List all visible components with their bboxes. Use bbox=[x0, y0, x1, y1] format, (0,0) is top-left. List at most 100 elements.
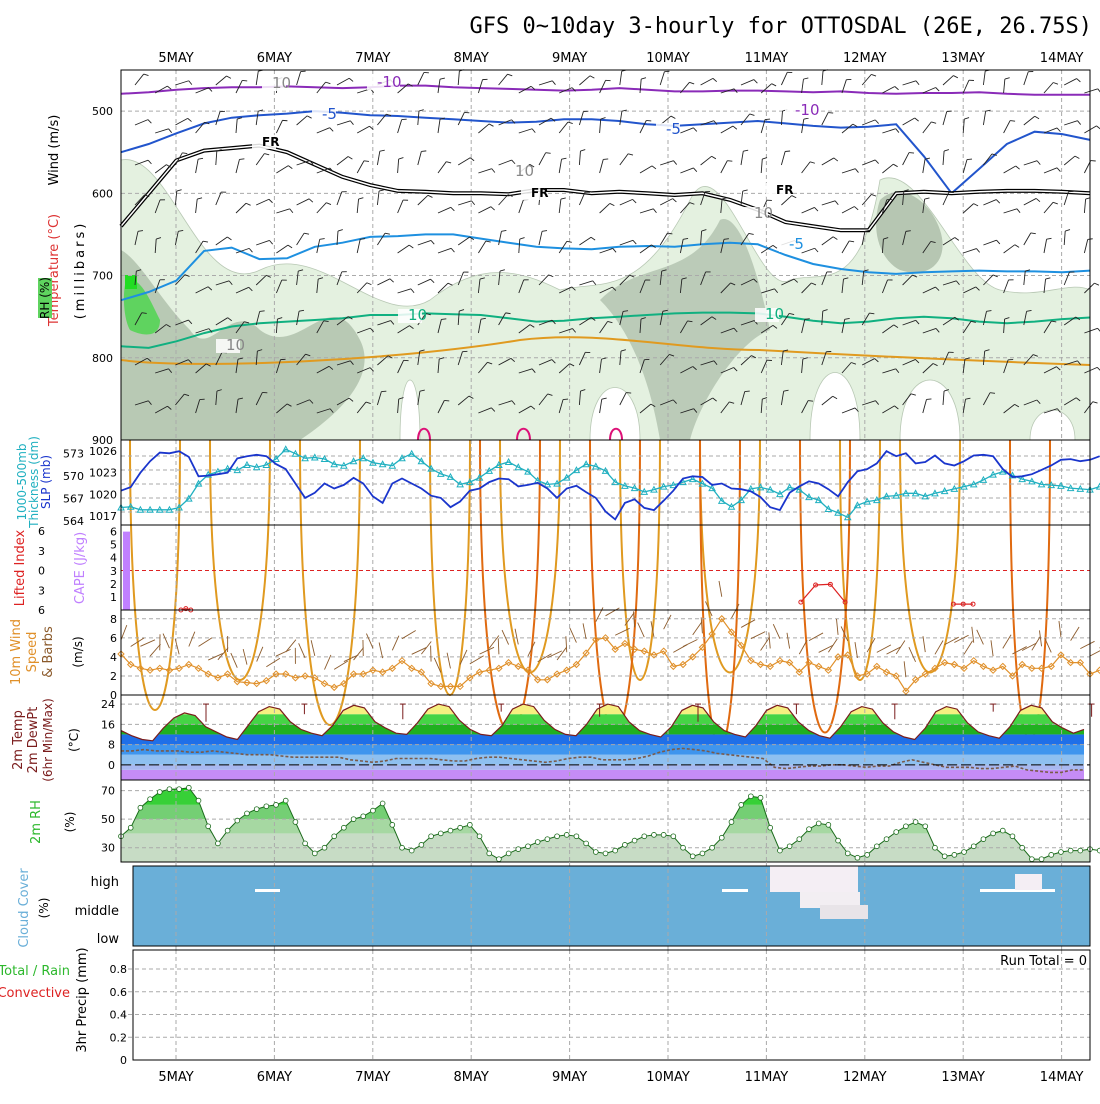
rh2m-marker bbox=[419, 842, 424, 847]
rh2m-marker bbox=[652, 832, 657, 837]
wind10m-tick: 4 bbox=[110, 651, 117, 664]
precip-ylabel: 3hr Precip (mm) bbox=[75, 947, 90, 1052]
thickness-tick: 564 bbox=[63, 515, 84, 528]
rh-band bbox=[121, 819, 1090, 833]
temp-band bbox=[121, 745, 1084, 755]
temp-band bbox=[121, 755, 1084, 765]
rh2m-marker bbox=[681, 845, 686, 850]
li-tick: 3 bbox=[38, 584, 45, 597]
slp-line bbox=[121, 451, 1100, 519]
rh2m-ylabel: 2m RH(%) bbox=[29, 800, 77, 844]
date-label-bottom: 12MAY bbox=[843, 1070, 887, 1085]
wind10m-barb bbox=[299, 643, 305, 658]
date-label-bottom: 10MAY bbox=[646, 1070, 690, 1085]
slp-tick: 1017 bbox=[89, 510, 117, 523]
cloud-block bbox=[1015, 874, 1042, 890]
rh2m-marker bbox=[1010, 834, 1015, 839]
wind10m-barb bbox=[583, 623, 586, 639]
wind-barb-flag bbox=[441, 319, 446, 320]
rh2m-marker bbox=[632, 838, 637, 843]
wind10m-barb bbox=[163, 634, 169, 649]
rh-label-group: RH (%) bbox=[38, 277, 52, 319]
ylabel-2m-temp: 2m Temp bbox=[11, 710, 26, 770]
contour-label: 10 bbox=[515, 162, 534, 180]
rh2m-marker bbox=[952, 852, 957, 857]
wind10m-barb bbox=[1003, 635, 1011, 649]
cape-bar bbox=[123, 532, 130, 610]
rh2m-marker bbox=[1078, 848, 1083, 853]
rh2m-marker bbox=[778, 848, 783, 853]
ylabel-3hr-precip: 3hr Precip (mm) bbox=[75, 947, 90, 1052]
rh2m-marker bbox=[729, 820, 734, 825]
li-line bbox=[801, 584, 845, 602]
cloud-level-tick: middle bbox=[75, 904, 119, 919]
wind10m-barb bbox=[334, 661, 348, 669]
rh2m-marker bbox=[303, 841, 308, 846]
wind10m-barb bbox=[286, 640, 296, 652]
temp2m-tick: 8 bbox=[108, 739, 115, 752]
rh2m-marker bbox=[341, 825, 346, 830]
rh2m-marker bbox=[1000, 828, 1005, 833]
date-label-bottom: 13MAY bbox=[941, 1070, 985, 1085]
rh2m-marker bbox=[380, 801, 385, 806]
ylabel-convective: Convective bbox=[0, 986, 70, 1001]
li-tick: 6 bbox=[38, 604, 45, 617]
temp-band bbox=[121, 714, 1084, 724]
wind10m-barb bbox=[566, 636, 567, 652]
wind-frame bbox=[121, 610, 1090, 695]
rh2m-marker bbox=[622, 842, 627, 847]
wind10m-barb bbox=[693, 622, 702, 635]
wind10m-barb bbox=[606, 608, 620, 616]
rh2m-marker bbox=[206, 824, 211, 829]
wind-barb-flag bbox=[1010, 121, 1015, 122]
rh2m-marker bbox=[942, 854, 947, 859]
wind10m-barb bbox=[276, 649, 291, 656]
rh2m-marker bbox=[758, 795, 763, 800]
wind10m-barb bbox=[379, 643, 383, 659]
rh2m-marker bbox=[555, 834, 560, 839]
rh2m-marker bbox=[458, 825, 463, 830]
wind10m-line bbox=[121, 619, 1100, 691]
rh2m-marker bbox=[807, 827, 812, 832]
wind10m-barb bbox=[991, 640, 993, 656]
rh2m-marker bbox=[865, 852, 870, 857]
li-tick: 6 bbox=[38, 525, 45, 538]
rh2m-marker bbox=[613, 848, 618, 853]
rh2m-marker bbox=[535, 840, 540, 845]
date-label-bottom: 8MAY bbox=[454, 1070, 489, 1085]
rh2m-marker bbox=[438, 831, 443, 836]
wind10m-barb bbox=[896, 641, 905, 654]
ylabel-cape: CAPE (J/kg) bbox=[73, 532, 88, 604]
rh2m-marker bbox=[923, 824, 928, 829]
slp-tick: 1023 bbox=[89, 467, 117, 480]
precip-tick: 0.6 bbox=[110, 986, 128, 999]
wind10m-tick: 2 bbox=[110, 670, 117, 683]
contour-label: -5 bbox=[789, 235, 804, 253]
wind-barb-flag bbox=[1096, 126, 1100, 129]
li-tick: 0 bbox=[38, 565, 45, 578]
contour-label: FR bbox=[776, 183, 793, 197]
contour-label: 10 bbox=[272, 74, 291, 92]
wind10m-barb bbox=[199, 638, 213, 647]
precip-tick: 0.8 bbox=[110, 963, 128, 976]
rh2m-marker bbox=[710, 845, 715, 850]
date-label-top: 9MAY bbox=[552, 51, 587, 66]
rh2m-marker bbox=[545, 837, 550, 842]
isotherm-warm bbox=[210, 440, 270, 680]
rh2m-marker bbox=[933, 845, 938, 850]
wind-barb-flag bbox=[546, 153, 551, 154]
precip-frame bbox=[133, 950, 1090, 1060]
cloud-block bbox=[770, 866, 858, 892]
wind-barb-flag bbox=[828, 113, 833, 114]
ylabel-rh-unit: (%) bbox=[63, 812, 77, 833]
rh2m-marker bbox=[768, 825, 773, 830]
date-label-top: 10MAY bbox=[646, 51, 690, 66]
rh2m-marker bbox=[748, 794, 753, 799]
thickness-tick: 573 bbox=[63, 448, 84, 461]
ylabel-lifted-index: Lifted Index bbox=[13, 529, 28, 606]
rh2m-marker bbox=[322, 845, 327, 850]
ylabel-total-rain: Total / Rain bbox=[0, 964, 70, 979]
wind10m-barb bbox=[664, 615, 671, 629]
rh2m-marker bbox=[855, 855, 860, 860]
